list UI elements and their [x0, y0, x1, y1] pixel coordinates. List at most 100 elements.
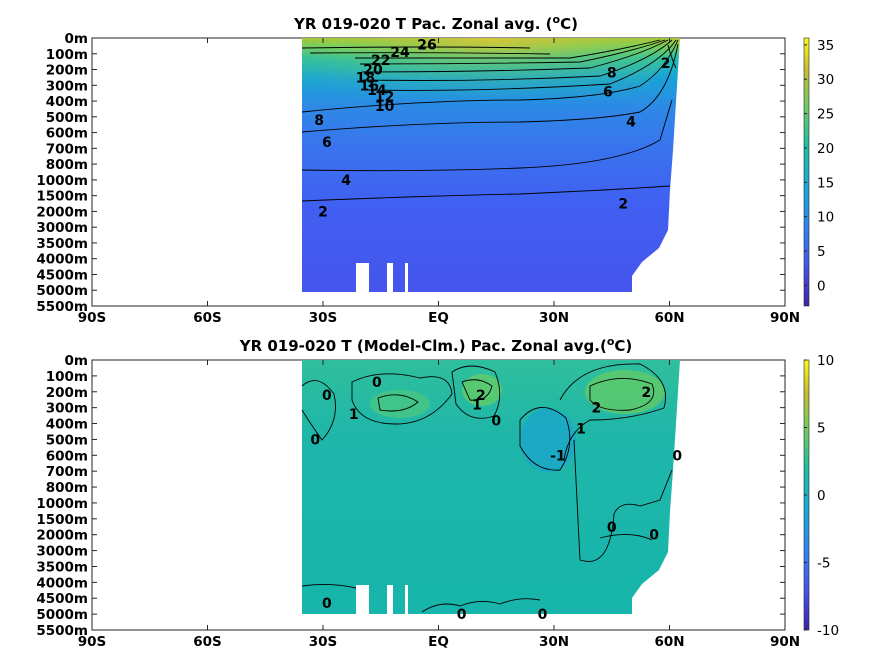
y-tick-label: 5500m: [36, 299, 88, 315]
y-tick-label: 1000m: [36, 496, 88, 512]
contour-label: 0: [607, 520, 617, 536]
contour-label: 26: [417, 37, 436, 53]
x-tick-label: 30N: [539, 634, 569, 650]
contour-label: 14: [367, 83, 387, 99]
contour-label: 6: [603, 85, 613, 101]
y-tick-label: 2000m: [36, 204, 88, 220]
colorbar-tick-label: 0: [817, 278, 826, 294]
y-tick-label: 5000m: [36, 607, 88, 623]
x-tick-label: 60S: [193, 310, 222, 326]
x-tick-label: 30S: [309, 634, 338, 650]
x-tick-label: 60N: [654, 310, 684, 326]
x-tick-label: 30S: [309, 310, 338, 326]
contour-label: 10: [375, 99, 395, 115]
contour-label: 1: [472, 397, 482, 413]
contour-label: 8: [607, 66, 617, 82]
panel-temperature-anomaly: YR 019-020 T (Model-Clm.) Pac. Zonal avg…: [36, 335, 839, 650]
y-tick-label: 200m: [46, 63, 88, 79]
contour-label: 8: [314, 113, 324, 129]
x-axis: 90S 60S 30S EQ 30N 60N 90N: [78, 360, 800, 650]
colorbar-tick-label: -5: [817, 556, 830, 572]
contour-label: 0: [672, 448, 682, 464]
colorbar: 0 5 10 15 20 25 30 35: [803, 37, 834, 307]
y-tick-label: 4500m: [36, 267, 88, 283]
contour-label: 0: [457, 607, 467, 623]
contour-label: 2: [642, 385, 652, 401]
y-tick-label: 700m: [46, 464, 88, 480]
contour-label: 1: [576, 421, 586, 437]
colorbar-tick-label: -10: [817, 623, 839, 639]
contour-label: 2: [591, 401, 601, 417]
y-tick-label: 400m: [46, 417, 88, 433]
y-tick-label: 100m: [46, 369, 88, 385]
x-tick-label: 30N: [539, 310, 569, 326]
contour-label: 4: [341, 173, 351, 189]
contour-label: 2: [476, 388, 486, 404]
x-tick-label: 60N: [654, 634, 684, 650]
x-tick-label: 90S: [78, 310, 107, 326]
y-tick-label: 300m: [46, 401, 88, 417]
y-tick-label: 800m: [46, 157, 88, 173]
contour-label: 22: [371, 53, 390, 69]
panel-temperature: YR 019-020 T Pac. Zonal avg. (oC) 262422…: [36, 13, 834, 326]
field-region: [302, 38, 680, 292]
y-tick-label: 500m: [46, 432, 88, 448]
contour-label: 6: [322, 135, 332, 151]
y-tick-label: 700m: [46, 141, 88, 157]
y-tick-label: 0m: [65, 31, 88, 47]
colorbar-tick-label: 5: [817, 421, 826, 437]
contour-label: 0: [491, 413, 501, 429]
contour-label: 0: [322, 388, 332, 404]
contour-label: 2: [318, 204, 328, 220]
y-tick-label: 4000m: [36, 575, 88, 591]
colorbar: 10 5 0 -5 -10: [803, 353, 839, 639]
colorbar-tick-label: 10: [817, 353, 834, 369]
contour-label: 0: [322, 596, 332, 612]
chart-title: YR 019-020 T Pac. Zonal avg. (oC): [293, 13, 578, 33]
y-tick-label: 0m: [65, 353, 88, 369]
colorbar-tick-label: 30: [817, 72, 834, 88]
y-tick-label: 400m: [46, 94, 88, 110]
colorbar-tick-label: 20: [817, 141, 834, 157]
colorbar-tick-label: 10: [817, 210, 834, 226]
contour-lines: [301, 363, 673, 613]
contour-label: 0: [310, 432, 320, 448]
y-tick-label: 300m: [46, 78, 88, 94]
x-tick-label: 60S: [193, 634, 222, 650]
x-tick-label: 90N: [770, 310, 800, 326]
x-tick-label: EQ: [428, 634, 449, 650]
colorbar-tick-label: 25: [817, 107, 834, 123]
y-tick-label: 800m: [46, 480, 88, 496]
y-tick-label: 3500m: [36, 236, 88, 252]
contour-label: 0: [372, 375, 382, 391]
contour-label: 16: [359, 78, 378, 94]
contour-label: 0: [649, 528, 659, 544]
y-tick-label: 3000m: [36, 544, 88, 560]
colorbar-scale: [803, 37, 810, 307]
contour-label: 2: [618, 197, 628, 213]
y-tick-label: 100m: [46, 47, 88, 63]
y-tick-label: 5500m: [36, 623, 88, 639]
y-tick-label: 2000m: [36, 528, 88, 544]
x-tick-label: 90S: [78, 634, 107, 650]
contour-label: 4: [626, 115, 636, 131]
y-tick-label: 600m: [46, 448, 88, 464]
contour-lines: [301, 39, 679, 202]
y-tick-label: 500m: [46, 110, 88, 126]
y-tick-label: 4000m: [36, 252, 88, 268]
colorbar-tick-label: 5: [817, 244, 826, 260]
contour-label: 1: [349, 407, 359, 423]
contour-label: -1: [550, 448, 566, 464]
contour-label: 12: [375, 89, 394, 105]
y-tick-label: 200m: [46, 385, 88, 401]
chart-title: YR 019-020 T (Model-Clm.) Pac. Zonal avg…: [239, 335, 633, 355]
y-tick-label: 3000m: [36, 220, 88, 236]
contour-label: 2: [661, 56, 671, 72]
y-tick-label: 5000m: [36, 283, 88, 299]
x-tick-label: 90N: [770, 634, 800, 650]
contour-label: 24: [390, 45, 410, 61]
y-tick-label: 1000m: [36, 173, 88, 189]
